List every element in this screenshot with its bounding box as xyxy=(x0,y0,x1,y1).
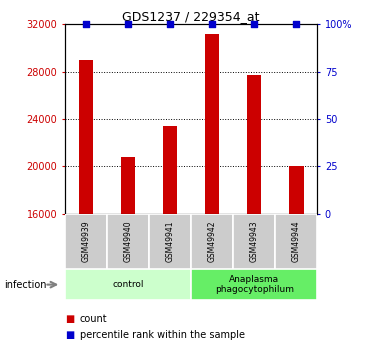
Bar xyxy=(162,126,177,214)
Text: control: control xyxy=(112,280,144,289)
Text: GSM49941: GSM49941 xyxy=(165,221,174,262)
Bar xyxy=(79,60,93,214)
Point xyxy=(251,21,257,27)
Text: GSM49944: GSM49944 xyxy=(292,221,301,262)
Text: ■: ■ xyxy=(65,314,74,324)
Bar xyxy=(191,269,317,300)
Bar xyxy=(65,269,191,300)
Bar xyxy=(233,214,275,269)
Bar xyxy=(275,214,317,269)
Bar xyxy=(247,75,262,214)
Text: infection: infection xyxy=(4,280,46,289)
Point xyxy=(167,21,173,27)
Point xyxy=(125,21,131,27)
Text: GSM49942: GSM49942 xyxy=(208,221,217,262)
Title: GDS1237 / 229354_at: GDS1237 / 229354_at xyxy=(122,10,260,23)
Bar xyxy=(191,214,233,269)
Bar xyxy=(149,214,191,269)
Text: ■: ■ xyxy=(65,330,74,339)
Point xyxy=(83,21,89,27)
Bar xyxy=(205,33,220,214)
Bar xyxy=(65,214,107,269)
Point xyxy=(209,21,215,27)
Point xyxy=(293,21,299,27)
Text: count: count xyxy=(80,314,107,324)
Bar xyxy=(107,214,149,269)
Text: GSM49943: GSM49943 xyxy=(250,221,259,262)
Bar xyxy=(121,157,135,214)
Bar xyxy=(289,167,303,214)
Text: GSM49940: GSM49940 xyxy=(124,221,132,262)
Text: Anaplasma
phagocytophilum: Anaplasma phagocytophilum xyxy=(215,275,293,294)
Text: percentile rank within the sample: percentile rank within the sample xyxy=(80,330,245,339)
Text: GSM49939: GSM49939 xyxy=(82,221,91,262)
